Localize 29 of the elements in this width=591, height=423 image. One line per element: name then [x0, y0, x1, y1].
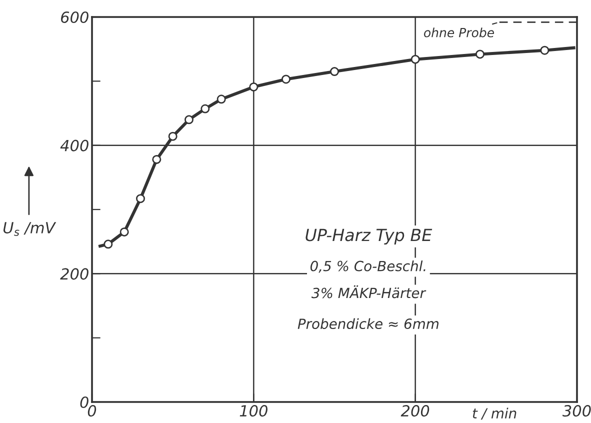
point	[216, 94, 226, 104]
point	[136, 194, 145, 204]
point	[152, 154, 162, 164]
x-tick-label: 100	[240, 405, 268, 417]
point	[330, 67, 339, 76]
annotation: 0,5 % Co-Beschl.	[310, 260, 426, 273]
x-tick-label: 300	[562, 405, 591, 417]
point	[410, 54, 420, 64]
point	[249, 82, 258, 92]
x-axis-title: t / min	[472, 408, 516, 420]
y-tick-label: 600	[61, 11, 88, 24]
legend-label: ohne Probe	[424, 28, 494, 38]
x-tick-label: 0	[88, 405, 96, 417]
annotation: 3% MÄKP-Härter	[311, 285, 426, 298]
annotation: UP-Harz Typ BE	[306, 228, 432, 245]
point	[184, 115, 194, 124]
y-tick-label: 0	[80, 396, 88, 408]
y-axis-title: U$_{s}$ /mV	[3, 222, 56, 236]
y-tick-label: 200	[60, 268, 88, 280]
point	[120, 227, 129, 236]
annotation: Probendicke ≈ 6mm	[298, 318, 439, 330]
y-tick-label: 400	[60, 140, 88, 152]
point	[540, 46, 550, 55]
point	[200, 104, 210, 114]
point	[476, 50, 484, 59]
point	[168, 132, 178, 141]
point	[282, 74, 290, 84]
x-tick-label: 200	[400, 405, 430, 417]
point	[104, 240, 113, 249]
